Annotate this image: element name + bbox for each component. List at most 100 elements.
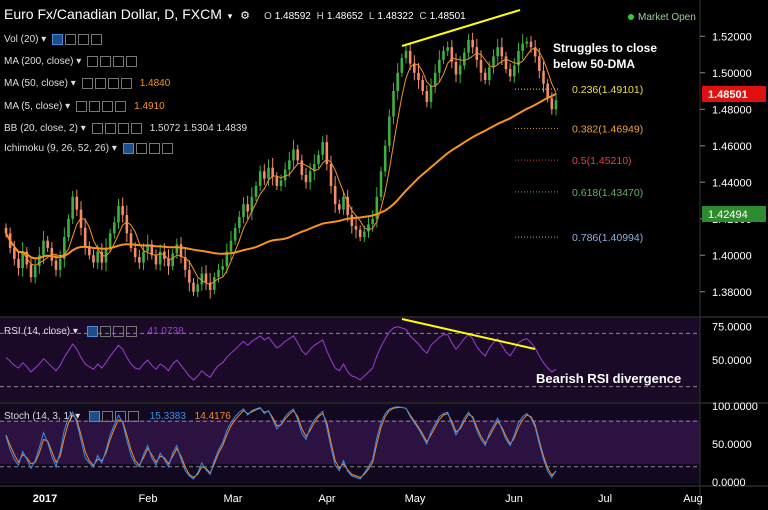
eye-icon[interactable] [91, 123, 103, 134]
candle-body [454, 61, 458, 75]
time-tick-label: Mar [224, 493, 243, 505]
rsi-legend: RSI (14, close) ▾ 41.0738 [4, 326, 184, 338]
settings-icon[interactable] [135, 143, 147, 154]
indicator-label[interactable]: MA (200, close) ▾ [4, 56, 82, 68]
candle-body [338, 204, 341, 210]
add-icon[interactable] [112, 326, 124, 337]
close-icon[interactable] [161, 143, 173, 154]
candle-body [313, 164, 316, 172]
candle-body [542, 70, 545, 84]
candle-body [458, 65, 462, 75]
add-icon[interactable] [117, 123, 129, 134]
candle-body [504, 56, 508, 70]
indicator-value: 1.4910 [134, 101, 165, 113]
candle-body [379, 171, 383, 197]
candle-body [67, 218, 70, 237]
eye-icon[interactable] [86, 326, 98, 337]
candle-body [188, 269, 191, 283]
candle-body [29, 264, 33, 278]
settings-icon[interactable] [99, 326, 111, 337]
close-icon[interactable] [127, 411, 139, 422]
rsi-label[interactable]: RSI (14, close) [4, 326, 71, 338]
indicator-row[interactable]: MA (50, close) ▾ 1.4840 [4, 78, 170, 89]
fib-level-label: 0.5(1.45210) [572, 155, 632, 167]
eye-icon[interactable] [81, 78, 93, 89]
settings-icon[interactable] [101, 411, 113, 422]
indicator-row[interactable]: BB (20, close, 2) ▾ 1.5072 1.5304 1.4839 [4, 123, 247, 134]
candle-body [204, 273, 208, 283]
indicator-row[interactable]: Vol (20) ▾ [4, 34, 104, 45]
settings-icon[interactable] [100, 56, 112, 67]
symbol-dropdown-icon[interactable]: ▾ [227, 11, 233, 21]
stoch-label[interactable]: Stoch (14, 3, 1) [4, 411, 73, 423]
eye-icon[interactable] [76, 101, 88, 112]
candle-body [433, 72, 437, 86]
stoch-controls[interactable] [88, 411, 141, 422]
close-icon[interactable] [120, 78, 132, 89]
indicator-row[interactable]: Ichimoku (9, 26, 52, 26) ▾ [4, 143, 175, 154]
candle-body [213, 277, 216, 290]
indicator-row[interactable]: MA (5, close) ▾ 1.4910 [4, 101, 165, 112]
settings-icon[interactable]: ⚙ [240, 10, 251, 22]
indicator-label[interactable]: MA (5, close) ▾ [4, 101, 71, 113]
candle-body [288, 160, 291, 170]
eye-icon[interactable] [52, 34, 64, 45]
fib-level-label: 0.236(1.49101) [572, 84, 643, 96]
indicator-controls[interactable] [52, 34, 104, 45]
candle-body [158, 251, 162, 265]
indicator-controls[interactable] [122, 143, 175, 154]
close-icon[interactable] [91, 34, 103, 45]
candle-body [392, 91, 395, 117]
indicator-controls[interactable] [76, 101, 128, 112]
indicator-label[interactable]: BB (20, close, 2) ▾ [4, 123, 86, 135]
candle-body [21, 251, 24, 269]
indicator-label[interactable]: MA (50, close) ▾ [4, 78, 76, 90]
add-icon[interactable] [114, 411, 126, 422]
close-icon[interactable] [115, 101, 127, 112]
candle-body [483, 72, 487, 81]
candle-body [304, 174, 308, 183]
rsi-controls[interactable] [86, 326, 139, 337]
close-icon[interactable] [126, 56, 138, 67]
stoch-tick-label: 50.0000 [712, 439, 752, 451]
settings-icon[interactable] [104, 123, 116, 134]
fib-level-label: 0.786(1.40994) [572, 232, 643, 244]
settings-icon[interactable] [94, 78, 106, 89]
eye-icon[interactable] [88, 411, 100, 422]
close-icon[interactable] [125, 326, 137, 337]
candle-body [467, 39, 470, 53]
candle-body [242, 204, 245, 217]
settings-icon[interactable] [65, 34, 77, 45]
candle-body [479, 59, 483, 73]
candle-body [508, 69, 512, 77]
add-icon[interactable] [113, 56, 125, 67]
candle-body [367, 224, 370, 232]
market-open-dot-icon [628, 14, 634, 21]
add-icon[interactable] [148, 143, 160, 154]
candle-body [325, 142, 329, 164]
eye-icon[interactable] [122, 143, 134, 154]
indicator-controls[interactable] [87, 56, 139, 67]
candle-body [296, 149, 299, 161]
indicator-row[interactable]: MA (200, close) ▾ [4, 56, 139, 67]
indicator-label[interactable]: Ichimoku (9, 26, 52, 26) ▾ [4, 143, 117, 155]
indicator-controls[interactable] [81, 78, 134, 89]
add-icon[interactable] [107, 78, 119, 89]
candle-body [375, 196, 379, 219]
eye-icon[interactable] [87, 56, 99, 67]
candle-body [429, 85, 433, 102]
add-icon[interactable] [78, 34, 90, 45]
indicator-controls[interactable] [91, 123, 144, 134]
close-icon[interactable] [130, 123, 142, 134]
settings-icon[interactable] [89, 101, 101, 112]
ohlc-readout: O 1.48592 H 1.48652 L 1.48322 C 1.48501 [263, 11, 466, 22]
add-icon[interactable] [102, 101, 114, 112]
candle-body [171, 253, 174, 267]
symbol-title[interactable]: Euro Fx/Canadian Dollar, D, FXCM [4, 6, 222, 22]
candle-body [267, 167, 270, 179]
indicator-label[interactable]: Vol (20) ▾ [4, 34, 47, 46]
fibonacci-levels: 0.236(1.49101) 0.382(1.46949) 0.5(1.45210)… [515, 84, 643, 244]
candle-body [100, 251, 104, 263]
candle-body [38, 255, 41, 267]
